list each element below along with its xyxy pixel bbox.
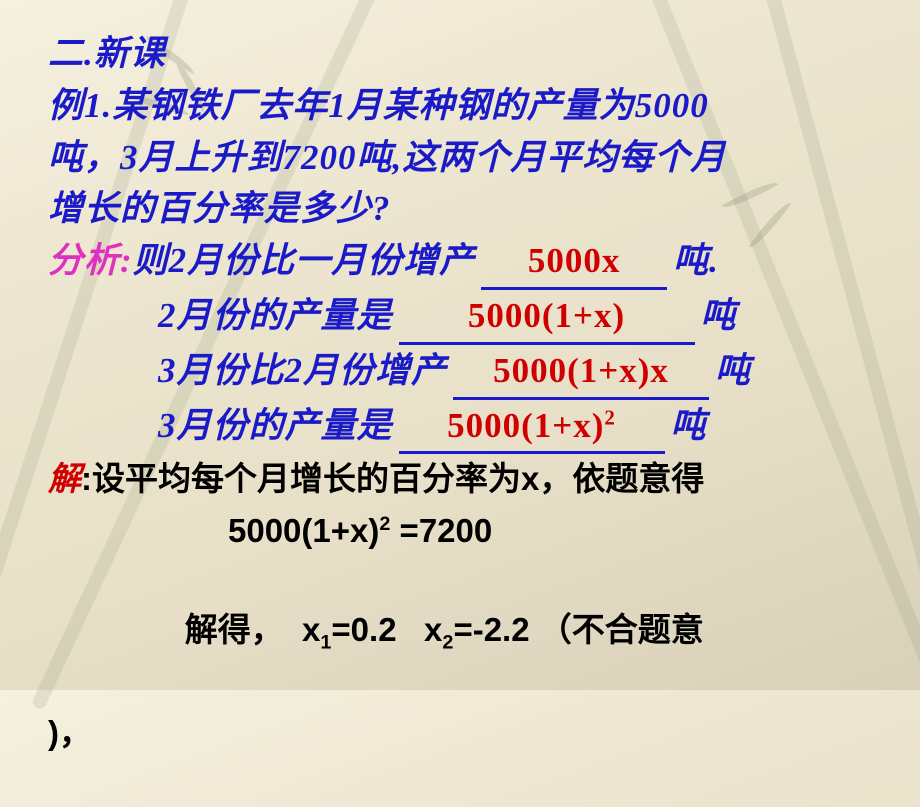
analysis-l4-pre: 3月份的产量是: [158, 406, 393, 445]
analysis-l4-post: 吨: [671, 406, 707, 445]
analysis-line-4: 3月份的产量是5000(1+x)2吨: [48, 400, 880, 455]
analysis-l3-fill: 5000(1+x)x: [453, 345, 709, 400]
solution-line-4: )，: [48, 708, 880, 758]
solution-label: 解: [48, 462, 81, 498]
problem-line-2: 吨，3月上升到7200吨,这两个月平均每个月: [48, 132, 880, 184]
analysis-line-3: 3月份比2月份增产5000(1+x)x吨: [48, 345, 880, 400]
analysis-l2-fill: 5000(1+x): [399, 290, 695, 345]
analysis-l3-post: 吨: [715, 351, 751, 390]
analysis-line-2: 2月份的产量是5000(1+x)吨: [48, 290, 880, 345]
analysis-l4-fill: 5000(1+x)2: [399, 400, 665, 455]
solution-equation: 5000(1+x)2 =7200: [48, 506, 880, 556]
analysis-l2-pre: 2月份的产量是: [158, 296, 393, 335]
problem-line-1: 例1.某钢铁厂去年1月某种钢的产量为5000: [48, 80, 880, 132]
solution-roots: 解得， x1=0.2 x2=-2.2 （不合题意: [48, 555, 880, 707]
analysis-l3-pre: 3月份比2月份增产: [158, 351, 447, 390]
section-heading: 二.新课: [48, 28, 880, 80]
analysis-l1-post: 吨.: [673, 241, 719, 280]
analysis-label: 分析:: [48, 241, 133, 280]
slide-content: 二.新课 例1.某钢铁厂去年1月某种钢的产量为5000 吨，3月上升到7200吨…: [0, 0, 920, 767]
analysis-l2-post: 吨: [701, 296, 737, 335]
analysis-l1-fill: 5000x: [481, 235, 667, 290]
solution-line-1: 解:设平均每个月增长的百分率为x，依题意得: [48, 454, 880, 506]
solution-l1: 设平均每个月增长的百分率为x，依题意得: [92, 460, 704, 497]
analysis-line-1: 分析:则2月份比一月份增产5000x吨.: [48, 235, 880, 290]
problem-line-3: 增长的百分率是多少?: [48, 183, 880, 235]
analysis-l1-pre: 则2月份比一月份增产: [133, 241, 476, 280]
